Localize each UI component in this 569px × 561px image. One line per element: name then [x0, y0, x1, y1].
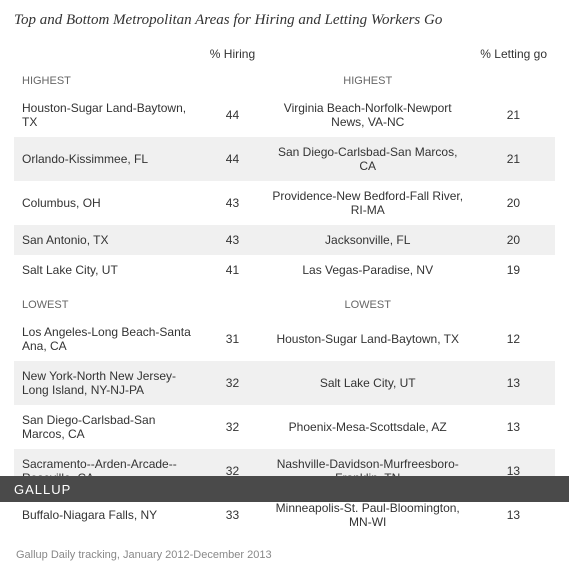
hiring-metro: Houston-Sugar Land-Baytown, TX: [14, 93, 201, 137]
letting-value: 12: [472, 317, 555, 361]
hiring-metro: Columbus, OH: [14, 181, 201, 225]
table-row: Los Angeles-Long Beach-Santa Ana, CA 31 …: [14, 317, 555, 361]
hiring-header: % Hiring: [201, 43, 263, 69]
hiring-metro: Orlando-Kissimmee, FL: [14, 137, 201, 181]
letting-metro: Phoenix-Mesa-Scottsdale, AZ: [264, 405, 472, 449]
table-row: Columbus, OH 43 Providence-New Bedford-F…: [14, 181, 555, 225]
highest-label-right: HIGHEST: [264, 69, 472, 93]
column-header-row: % Hiring % Letting go: [14, 43, 555, 69]
hiring-value: 44: [201, 137, 263, 181]
letting-metro: Jacksonville, FL: [264, 225, 472, 255]
hiring-metro: San Antonio, TX: [14, 225, 201, 255]
hiring-value: 44: [201, 93, 263, 137]
letting-value: 21: [472, 93, 555, 137]
table-row: San Antonio, TX 43 Jacksonville, FL 20: [14, 225, 555, 255]
highest-section-row: HIGHEST HIGHEST: [14, 69, 555, 93]
letting-value: 21: [472, 137, 555, 181]
logo-bar: GALLUP: [0, 476, 569, 502]
table-row: Houston-Sugar Land-Baytown, TX 44 Virgin…: [14, 93, 555, 137]
footnote: Gallup Daily tracking, January 2012-Dece…: [14, 549, 555, 561]
hiring-value: 41: [201, 255, 263, 285]
table-row: New York-North New Jersey-Long Island, N…: [14, 361, 555, 405]
hiring-value: 32: [201, 405, 263, 449]
letting-metro: Virginia Beach-Norfolk-Newport News, VA-…: [264, 93, 472, 137]
metro-table: % Hiring % Letting go HIGHEST HIGHEST Ho…: [14, 43, 555, 537]
letting-metro: Houston-Sugar Land-Baytown, TX: [264, 317, 472, 361]
lowest-label-left: LOWEST: [14, 293, 201, 317]
table-row: Salt Lake City, UT 41 Las Vegas-Paradise…: [14, 255, 555, 285]
hiring-value: 43: [201, 225, 263, 255]
gallup-logo: GALLUP: [14, 482, 71, 497]
letting-header: % Letting go: [472, 43, 555, 69]
hiring-value: 31: [201, 317, 263, 361]
lowest-label-right: LOWEST: [264, 293, 472, 317]
table-row: Orlando-Kissimmee, FL 44 San Diego-Carls…: [14, 137, 555, 181]
hiring-metro: Salt Lake City, UT: [14, 255, 201, 285]
letting-metro: Las Vegas-Paradise, NV: [264, 255, 472, 285]
letting-metro: Providence-New Bedford-Fall River, RI-MA: [264, 181, 472, 225]
page-title: Top and Bottom Metropolitan Areas for Hi…: [14, 12, 555, 29]
letting-metro: Salt Lake City, UT: [264, 361, 472, 405]
letting-metro: San Diego-Carlsbad-San Marcos, CA: [264, 137, 472, 181]
letting-value: 20: [472, 181, 555, 225]
letting-value: 20: [472, 225, 555, 255]
hiring-metro: Los Angeles-Long Beach-Santa Ana, CA: [14, 317, 201, 361]
highest-label-left: HIGHEST: [14, 69, 201, 93]
hiring-metro: New York-North New Jersey-Long Island, N…: [14, 361, 201, 405]
hiring-value: 43: [201, 181, 263, 225]
hiring-value: 32: [201, 361, 263, 405]
spacer: [14, 285, 555, 293]
letting-value: 19: [472, 255, 555, 285]
table-row: San Diego-Carlsbad-San Marcos, CA 32 Pho…: [14, 405, 555, 449]
lowest-section-row: LOWEST LOWEST: [14, 293, 555, 317]
letting-value: 13: [472, 405, 555, 449]
letting-value: 13: [472, 361, 555, 405]
hiring-metro: San Diego-Carlsbad-San Marcos, CA: [14, 405, 201, 449]
